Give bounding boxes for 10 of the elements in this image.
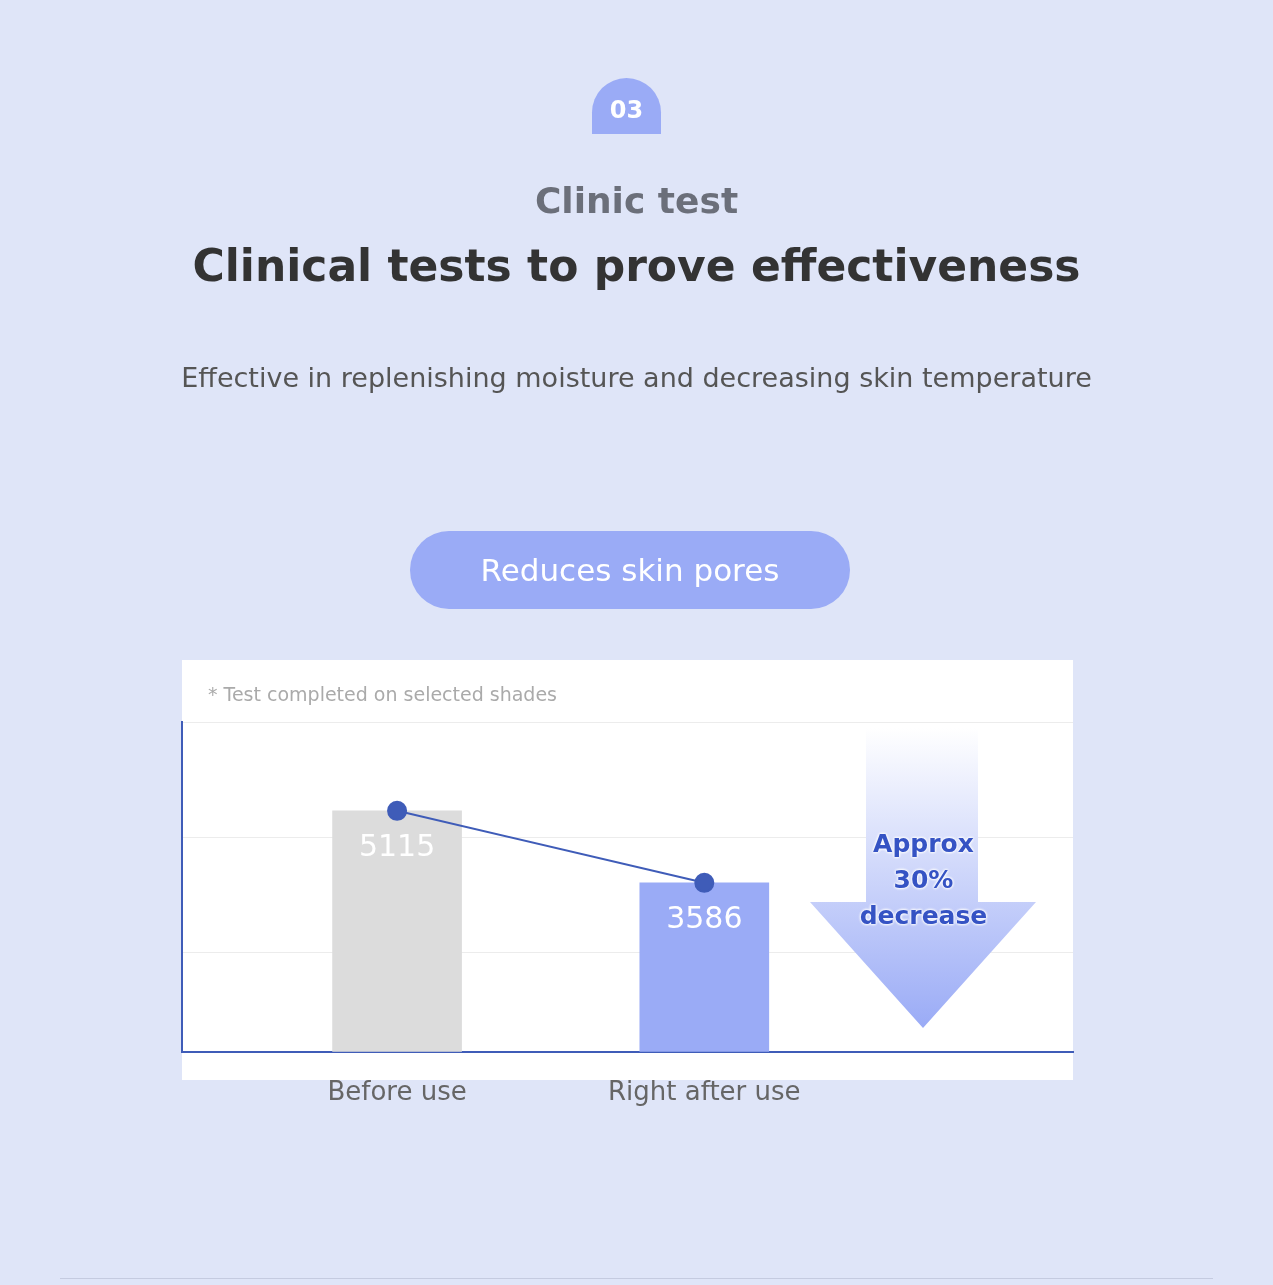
text: Clinic test bbox=[533, 180, 740, 221]
data-label: 3586 bbox=[666, 899, 743, 935]
text: 03 bbox=[592, 78, 661, 134]
text: * Test completed on selected shades bbox=[208, 683, 558, 705]
chart-subtitle: Effective in replenishing moisture and decreasing skin temperature bbox=[180, 362, 1093, 393]
x-tick-label: Right after use bbox=[608, 1076, 801, 1107]
annotation: Approx 30% decrease bbox=[858, 828, 989, 932]
x-tick-label: Before use bbox=[327, 1076, 467, 1107]
text: Reduces skin pores bbox=[410, 531, 850, 609]
chart-title: Clinical tests to prove effectiveness bbox=[191, 240, 1082, 291]
